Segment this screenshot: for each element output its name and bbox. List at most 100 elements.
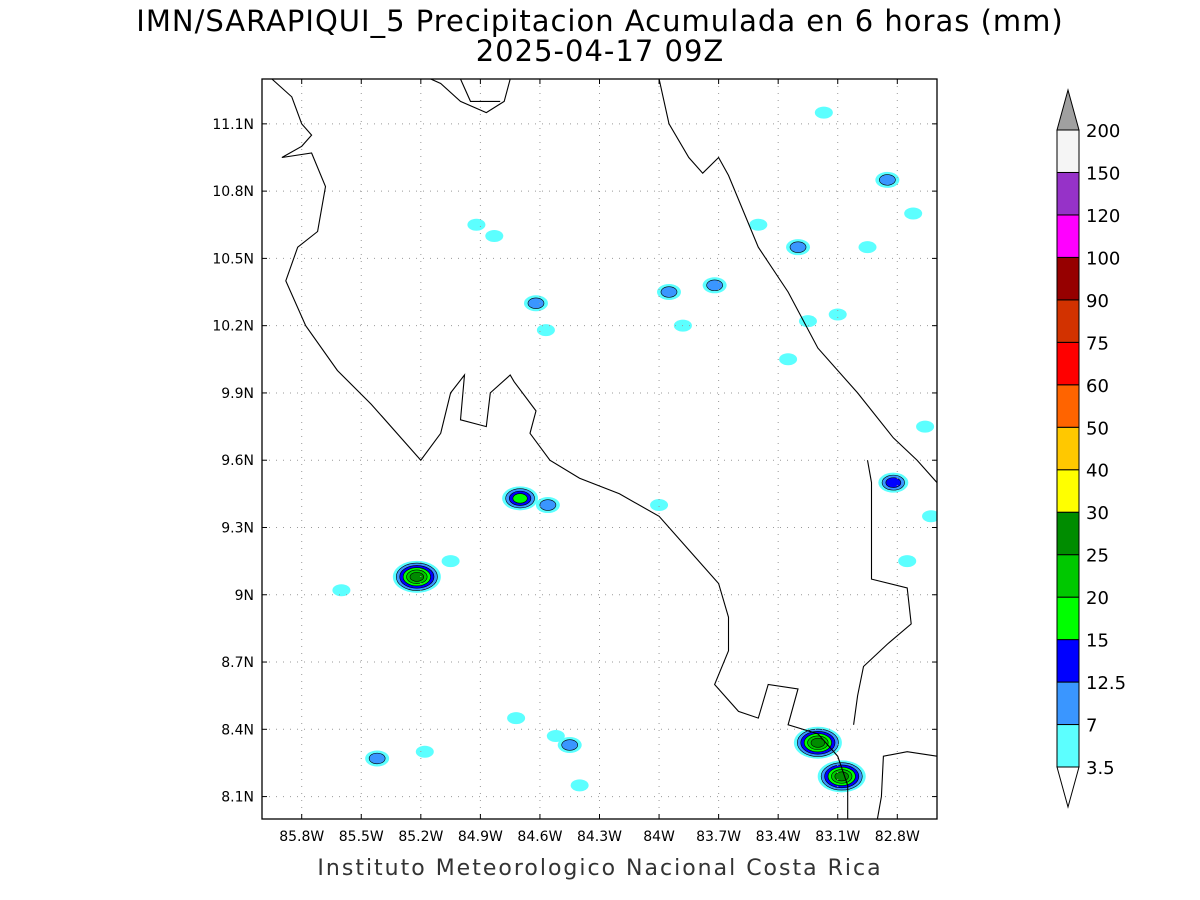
rain-cell — [332, 584, 351, 597]
rain-cell — [916, 420, 935, 433]
rain-contour — [332, 584, 351, 597]
rain-cell — [523, 295, 548, 312]
coastline — [459, 79, 501, 102]
coastline — [876, 751, 937, 819]
credit-text: Instituto Meteorologico Nacional Costa R… — [317, 856, 883, 881]
rain-contour — [539, 499, 557, 511]
legend-under-arrow — [1056, 766, 1080, 809]
rain-contour — [798, 315, 817, 328]
rain-cell — [875, 171, 900, 188]
rain-cells — [332, 106, 937, 793]
lon-tick-label: 85.5W — [339, 829, 384, 845]
rain-contour — [858, 241, 877, 254]
rain-cell — [535, 497, 560, 514]
coastline — [658, 79, 937, 483]
rain-contour — [570, 779, 589, 792]
legend-swatch — [1056, 681, 1080, 726]
lon-tick-label: 85.2W — [398, 829, 443, 845]
legend-swatch — [1056, 129, 1080, 173]
lat-tick-label: 8.1N — [221, 790, 254, 806]
legend-label: 150 — [1086, 163, 1120, 184]
chart-subtitle: 2025-04-17 09Z — [475, 34, 725, 68]
legend-swatch — [1056, 469, 1080, 513]
lat-lon-grid — [262, 79, 937, 819]
lon-tick-label: 84.3W — [577, 829, 622, 845]
legend-swatch — [1056, 639, 1080, 683]
legend-over-arrow — [1056, 88, 1080, 131]
rain-cell — [502, 486, 539, 511]
rain-cell — [485, 229, 504, 242]
rain-contour — [834, 771, 849, 782]
lon-tick-label: 84.9W — [458, 829, 503, 845]
rain-contour — [789, 241, 807, 253]
rain-contour — [706, 279, 723, 291]
rain-contour — [561, 739, 579, 751]
rain-cell — [546, 730, 565, 743]
rain-contour — [885, 477, 902, 488]
lon-tick-label: 83.4W — [756, 829, 801, 845]
lon-tick-label: 85.8W — [279, 829, 324, 845]
legend-label: 60 — [1086, 376, 1109, 397]
lat-tick-label: 9N — [235, 588, 254, 604]
rain-cell — [536, 324, 555, 337]
rain-contour — [415, 745, 434, 758]
rain-contour — [916, 420, 935, 433]
rain-cell — [656, 284, 681, 301]
rain-contour — [898, 555, 917, 568]
rain-contour — [527, 297, 545, 309]
rain-cell — [922, 510, 937, 523]
rain-cell — [828, 308, 847, 321]
rain-cell — [779, 353, 798, 366]
legend-swatch — [1056, 341, 1080, 386]
lat-tick-label: 8.4N — [221, 722, 254, 738]
legend-swatch — [1056, 724, 1080, 768]
lat-tick-label: 8.7N — [221, 655, 254, 671]
chart-title: IMN/SARAPIQUI_5 Precipitacion Acumulada … — [136, 4, 1064, 38]
rain-contour — [879, 174, 896, 186]
lat-tick-label: 10.5N — [212, 251, 254, 267]
rain-contour — [467, 218, 486, 231]
rain-cell — [798, 315, 817, 328]
lat-tick-label: 10.2N — [212, 319, 254, 335]
legend-label: 20 — [1086, 588, 1109, 609]
lon-tick-label: 83.1W — [815, 829, 860, 845]
coastline — [271, 79, 849, 819]
lat-tick-label: 9.3N — [221, 520, 254, 536]
rain-cell — [904, 207, 923, 220]
lon-tick-label: 83.7W — [696, 829, 741, 845]
rain-cell — [507, 712, 526, 725]
rain-contour — [507, 712, 526, 725]
rain-cell — [415, 745, 434, 758]
rain-contour — [922, 510, 937, 523]
legend-label: 50 — [1086, 418, 1109, 439]
legend-swatch — [1056, 596, 1080, 641]
legend-label: 3.5 — [1086, 758, 1115, 779]
rain-cell — [814, 106, 833, 119]
rain-cell — [786, 239, 811, 256]
rain-cell — [878, 472, 909, 493]
legend-swatch — [1056, 384, 1080, 428]
rain-contour — [441, 555, 460, 568]
rain-contour — [660, 286, 678, 298]
coastline — [853, 460, 912, 725]
lat-tick-label: 9.9N — [221, 386, 254, 402]
lat-tick-label: 10.8N — [212, 184, 254, 200]
rain-cell — [557, 737, 582, 753]
legend-label: 40 — [1086, 461, 1109, 482]
legend-swatch — [1056, 426, 1080, 471]
rain-cell — [702, 277, 727, 294]
legend-swatch — [1056, 171, 1080, 216]
legend-swatch — [1056, 299, 1080, 343]
rain-cell — [793, 726, 842, 759]
rain-cell — [441, 555, 460, 568]
legend-swatch — [1056, 554, 1080, 598]
axis-ticks: 8.1N 8.4N 8.7N 9N 9.3N 9.6N 9.9N 10.2N 10.5N 10.8… — [212, 79, 937, 845]
rain-contour — [536, 324, 555, 337]
coastlines — [271, 79, 937, 819]
rain-contour — [546, 730, 565, 743]
lat-tick-label: 9.6N — [221, 453, 254, 469]
coastline — [430, 79, 511, 114]
color-legend: 3.5 7 12.5 15 20 25 30 40 50 60 75 90 100 120 150 200 — [1056, 88, 1126, 809]
rain-contour — [512, 493, 528, 504]
legend-label: 200 — [1086, 121, 1120, 142]
